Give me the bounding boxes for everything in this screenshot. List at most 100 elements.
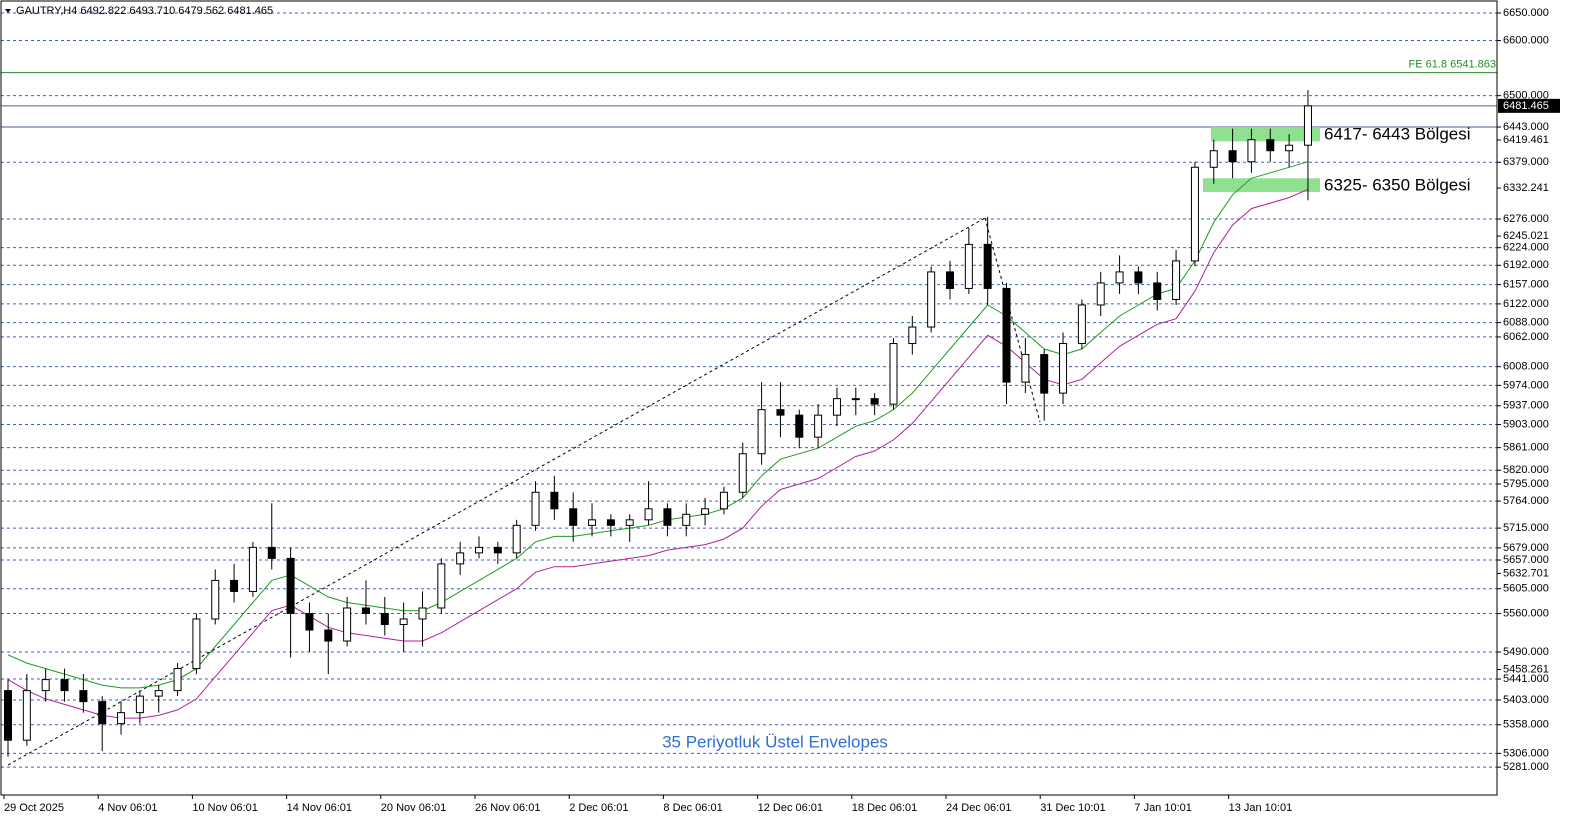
y-tick-label: 5903.000 xyxy=(1503,418,1549,430)
marks-layer xyxy=(4,90,1312,766)
trend-line xyxy=(7,217,986,766)
y-tick-label: 6332.241 xyxy=(1503,182,1549,194)
y-tick-label: 5937.000 xyxy=(1503,400,1549,412)
y-tick-label: 5560.000 xyxy=(1503,607,1549,619)
y-tick-label: 6276.000 xyxy=(1503,213,1549,225)
candle-body xyxy=(1040,354,1049,394)
candle-body xyxy=(946,271,954,289)
y-tick-label: 6600.000 xyxy=(1503,34,1549,46)
x-tick-label: 29 Oct 2025 xyxy=(4,802,64,814)
y-tick-label: 5403.000 xyxy=(1503,694,1549,706)
x-tick-label: 18 Dec 06:01 xyxy=(852,802,917,814)
candle-body xyxy=(738,453,747,493)
candle-body xyxy=(79,690,88,703)
candle-body xyxy=(380,612,389,625)
menu-arrow xyxy=(5,9,11,13)
candle-body xyxy=(22,690,31,741)
candle-body xyxy=(512,524,521,554)
x-tick-label: 14 Nov 06:01 xyxy=(287,802,352,814)
y-tick-label: 6062.000 xyxy=(1503,331,1549,343)
y-tick-label: 6192.000 xyxy=(1503,259,1549,271)
y-tick-label: 6379.000 xyxy=(1503,156,1549,168)
plot-frame xyxy=(0,0,1498,796)
candle-body xyxy=(663,508,672,526)
candle-body xyxy=(889,343,898,405)
candle-body xyxy=(324,629,333,642)
candle-body xyxy=(1002,287,1011,383)
y-tick-label: 6245.021 xyxy=(1503,230,1549,242)
y-tick-label: 5632.701 xyxy=(1503,567,1549,579)
y-tick-label: 5358.000 xyxy=(1503,719,1549,731)
y-tick-label: 5764.000 xyxy=(1503,495,1549,507)
candle-body xyxy=(98,701,107,725)
candle-body xyxy=(1115,271,1124,284)
x-tick-label: 2 Dec 06:01 xyxy=(569,802,628,814)
y-tick-label: 6443.000 xyxy=(1503,121,1549,133)
candle-body xyxy=(757,409,766,455)
x-tick-label: 24 Dec 06:01 xyxy=(946,802,1011,814)
y-tick-label: 5861.000 xyxy=(1503,442,1549,454)
candle-body xyxy=(1209,150,1218,168)
candle-body xyxy=(192,618,201,670)
candle-body xyxy=(870,398,879,405)
candle-body xyxy=(814,414,823,438)
candle-body xyxy=(154,690,163,697)
x-tick-label: 10 Nov 06:01 xyxy=(192,802,257,814)
candle-body xyxy=(606,519,615,526)
y-tick-label: 5974.000 xyxy=(1503,379,1549,391)
candle-body xyxy=(267,546,276,559)
candle-body xyxy=(343,607,352,642)
price-label: 6481.465 xyxy=(1503,100,1549,112)
y-tick-label: 5458.261 xyxy=(1503,663,1549,675)
labels-layer: FE 61.8 6541.863 6417- 6443 Bölgesi 6325- … xyxy=(3,7,1560,814)
candle-body xyxy=(832,398,841,416)
x-tick-label: 20 Nov 06:01 xyxy=(381,802,446,814)
candle-body xyxy=(1303,105,1312,146)
zone-label: 6325- 6350 Bölgesi xyxy=(1324,176,1471,195)
y-tick-label: 5306.000 xyxy=(1503,747,1549,759)
candle-body xyxy=(776,409,785,416)
candle-body xyxy=(286,557,295,614)
x-tick-label: 4 Nov 06:01 xyxy=(98,802,157,814)
y-tick-label: 5820.000 xyxy=(1503,464,1549,476)
y-tick-label: 6157.000 xyxy=(1503,278,1549,290)
candle-body xyxy=(964,243,973,289)
y-tick-label: 6224.000 xyxy=(1503,242,1549,254)
trend-line xyxy=(984,217,1041,423)
candle-body xyxy=(173,668,182,692)
candle-body xyxy=(588,519,597,526)
candle-body xyxy=(456,552,465,565)
annotation: 35 Periyotluk Üstel Envelopes xyxy=(662,732,888,751)
y-tick-label: 5441.000 xyxy=(1503,673,1549,685)
x-tick-label: 26 Nov 06:01 xyxy=(475,802,540,814)
candle-body xyxy=(1190,166,1199,262)
candle-body xyxy=(1096,282,1105,306)
candle-body xyxy=(795,414,804,438)
candle-body xyxy=(927,271,936,328)
y-tick-label: 5657.000 xyxy=(1503,554,1549,566)
candle-body xyxy=(908,326,917,345)
candle-body xyxy=(1285,144,1294,152)
fe-label: FE 61.8 6541.863 xyxy=(1409,58,1496,70)
candle-body xyxy=(135,695,144,714)
candle-body xyxy=(1247,139,1256,163)
candle-body xyxy=(1153,282,1162,300)
candle-body xyxy=(1228,150,1237,163)
candle-body xyxy=(248,546,257,592)
candle-body xyxy=(41,679,50,692)
y-tick-label: 5490.000 xyxy=(1503,646,1549,658)
x-tick-label: 7 Jan 10:01 xyxy=(1134,802,1192,814)
candle-body xyxy=(361,607,370,614)
candle-body xyxy=(1266,139,1275,152)
y-tick-label: 6088.000 xyxy=(1503,317,1549,329)
candle-body xyxy=(550,491,559,510)
zone xyxy=(1203,178,1320,193)
candle-body xyxy=(60,679,69,692)
candle-body xyxy=(719,491,728,510)
candle-body xyxy=(682,513,691,526)
candle-body xyxy=(437,563,446,609)
candle-body xyxy=(1021,354,1030,383)
candle-body xyxy=(4,690,12,741)
